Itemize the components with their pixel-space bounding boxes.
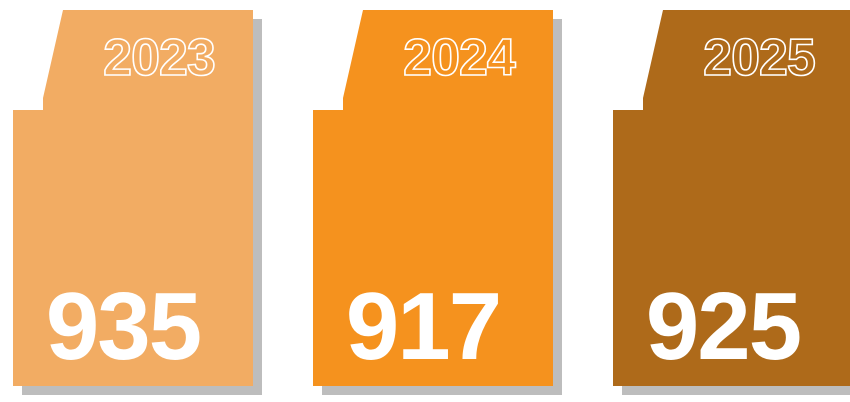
- card-body: [13, 10, 253, 386]
- year-label: 2023: [103, 29, 215, 87]
- value-label: 935: [46, 273, 200, 380]
- year-label: 2025: [703, 29, 815, 87]
- value-label: 925: [646, 273, 800, 380]
- card-body: [613, 10, 850, 386]
- value-label: 917: [346, 273, 500, 380]
- year-card-2025: 2025 925: [613, 10, 850, 395]
- card-body: [313, 10, 553, 386]
- year-card-2023: 2023 935: [13, 10, 262, 395]
- year-card-2024: 2024 917: [313, 10, 562, 395]
- year-label: 2024: [403, 29, 516, 87]
